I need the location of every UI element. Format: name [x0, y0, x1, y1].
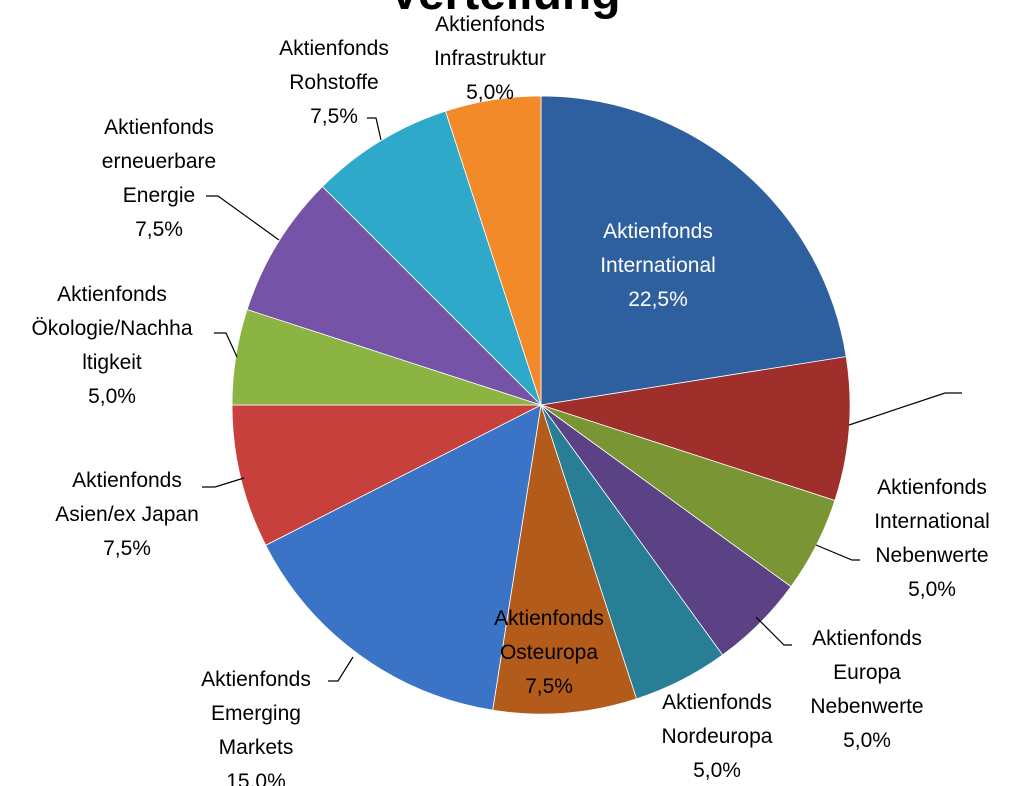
- slice-label: Aktienfonds Emerging Markets 15,0%: [201, 668, 311, 786]
- pie-slice: [492, 404, 637, 715]
- slice-name-line: Nordeuropa: [662, 725, 773, 748]
- slice-name-line: erneuerbare: [102, 150, 216, 173]
- pie-slice: [265, 404, 542, 711]
- leader-line: [848, 392, 962, 426]
- slice-name-line: Aktienfonds: [662, 691, 772, 714]
- slice-name-line: Aktienfonds: [104, 116, 214, 139]
- leader-line: [815, 544, 860, 561]
- leader-line: [202, 477, 245, 488]
- leader-line: [367, 117, 382, 141]
- slice-name-line: Emerging: [211, 702, 301, 725]
- slice-name-line: Markets: [219, 736, 294, 759]
- slice-name-line: Infrastruktur: [434, 47, 546, 70]
- slice-name-line: Aktienfonds: [603, 220, 713, 243]
- slice-name-line: Asien/ex Japan: [55, 503, 199, 526]
- pie-slices: [231, 95, 851, 715]
- slice-name-line: International: [874, 510, 990, 533]
- leader-line: [214, 332, 238, 358]
- slice-value-label: 5,0%: [466, 81, 514, 104]
- leader-line: [328, 656, 354, 682]
- slice-label: Aktienfonds Europa Nebenwerte 5,0%: [810, 627, 923, 752]
- slice-value-label: 15,0%: [226, 770, 286, 786]
- slice-name-line: Energie: [123, 184, 195, 207]
- slice-label: Aktienfonds Infrastruktur 5,0%: [434, 13, 546, 104]
- pie-slice: [540, 95, 847, 406]
- slice-name-line: Aktienfonds: [435, 13, 545, 36]
- slice-label: Aktienfonds Rohstoffe 7,5%: [279, 37, 389, 128]
- slice-labels: Aktienfonds International 22,5%Aktienfonds…: [31, 13, 989, 786]
- slice-name-line: Aktienfonds: [877, 476, 987, 499]
- slice-name-line: Aktienfonds: [201, 668, 311, 691]
- leader-line: [206, 195, 280, 241]
- pie-slice: [540, 356, 851, 501]
- slice-name-line: Aktienfonds: [72, 469, 182, 492]
- slice-name-line: Aktienfonds: [57, 283, 167, 306]
- slice-name-line: Europa: [833, 661, 901, 684]
- pie-slice: [321, 110, 542, 406]
- slice-label: Aktienfonds erneuerbare Energie 7,5%: [102, 116, 216, 241]
- leader-lines: [202, 117, 962, 682]
- slice-name-line: International: [600, 254, 716, 277]
- slice-value-label: 5,0%: [908, 578, 956, 601]
- pie-slice: [231, 404, 542, 546]
- slice-name-line: Aktienfonds: [279, 37, 389, 60]
- pie-slice: [246, 185, 542, 406]
- slice-name-line: Nebenwerte: [875, 544, 988, 567]
- chart-title: Verteilung: [0, 0, 1009, 21]
- slice-name-line: Nebenwerte: [810, 695, 923, 718]
- slice-name-line: Aktienfonds: [494, 607, 604, 630]
- leader-line: [755, 616, 792, 646]
- slice-value-label: 7,5%: [103, 537, 151, 560]
- slice-label: Aktienfonds Osteuropa 7,5%: [494, 607, 604, 698]
- slice-value-label: 5,0%: [693, 759, 741, 782]
- slice-name-line: Osteuropa: [500, 641, 598, 664]
- slice-label: Aktienfonds Asien/ex Japan 7,5%: [55, 469, 199, 560]
- slice-value-label: 7,5%: [135, 218, 183, 241]
- slice-value-label: 5,0%: [88, 385, 136, 408]
- slice-label: Aktienfonds International 22,5%: [600, 220, 716, 311]
- slice-name-line: ltigkeit: [82, 351, 142, 374]
- slice-label: Aktienfonds International Nebenwerte 5,0%: [874, 476, 990, 601]
- slice-label: Aktienfonds Ökologie/Nachha ltigkeit 5,0%: [31, 283, 192, 408]
- slice-value-label: 7,5%: [310, 105, 358, 128]
- slice-value-label: 22,5%: [628, 288, 688, 311]
- pie-slice: [445, 95, 542, 406]
- slice-name-line: Ökologie/Nachha: [31, 317, 192, 340]
- slice-name-line: Aktienfonds: [812, 627, 922, 650]
- slice-name-line: Rohstoffe: [289, 71, 379, 94]
- slice-label: Aktienfonds Nordeuropa 5,0%: [662, 691, 773, 782]
- slice-value-label: 7,5%: [525, 675, 573, 698]
- slice-value-label: 5,0%: [843, 729, 891, 752]
